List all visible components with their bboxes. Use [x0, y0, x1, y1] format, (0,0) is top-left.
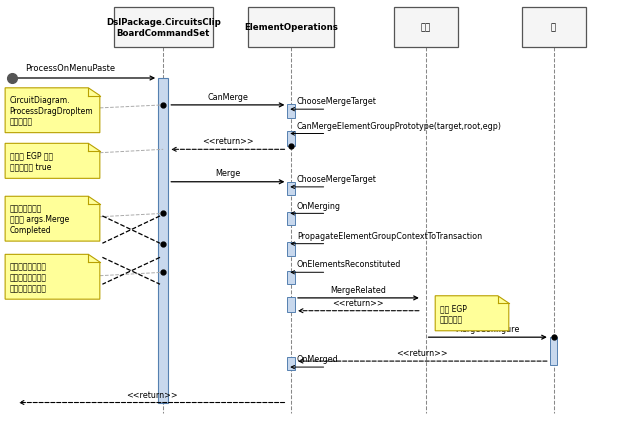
- FancyBboxPatch shape: [287, 212, 295, 226]
- Text: <<return>>: <<return>>: [202, 137, 253, 146]
- FancyBboxPatch shape: [287, 272, 295, 285]
- Polygon shape: [435, 296, 509, 331]
- Text: CanMerge: CanMerge: [207, 92, 248, 101]
- Text: 目标: 目标: [420, 23, 431, 32]
- Text: MergeRelated: MergeRelated: [330, 285, 387, 294]
- Text: <<return>>: <<return>>: [126, 390, 177, 399]
- Text: ChooseMergeTarget: ChooseMergeTarget: [297, 175, 377, 184]
- FancyBboxPatch shape: [287, 297, 295, 312]
- Text: DslPackage.CircuitsClip
BoardCommandSet: DslPackage.CircuitsClip BoardCommandSet: [106, 18, 221, 37]
- Text: CircuitDiagram.
ProcessDragDropItem
的功能相同: CircuitDiagram. ProcessDragDropItem 的功能相…: [10, 95, 93, 127]
- Text: ProcessOnMenuPaste: ProcessOnMenuPaste: [26, 64, 116, 73]
- FancyBboxPatch shape: [158, 79, 168, 403]
- FancyBboxPatch shape: [287, 104, 295, 118]
- FancyBboxPatch shape: [287, 243, 295, 256]
- Text: <<return>>: <<return>>: [333, 298, 384, 307]
- Text: 必须为 EGP 中的
每个根返回 true: 必须为 EGP 中的 每个根返回 true: [10, 151, 52, 172]
- FancyBboxPatch shape: [287, 131, 295, 147]
- Text: <<return>>: <<return>>: [397, 348, 448, 357]
- Text: ChooseMergeTarget: ChooseMergeTarget: [297, 97, 377, 106]
- Polygon shape: [5, 197, 100, 242]
- Text: PropagateElementGroupContextToTransaction: PropagateElementGroupContextToTransactio…: [297, 231, 482, 240]
- FancyBboxPatch shape: [248, 8, 334, 48]
- Polygon shape: [5, 255, 100, 299]
- Text: ElementOperations: ElementOperations: [244, 23, 338, 32]
- Polygon shape: [5, 144, 100, 179]
- Text: OnMerged: OnMerged: [297, 354, 339, 363]
- FancyBboxPatch shape: [550, 337, 557, 366]
- Polygon shape: [5, 89, 100, 133]
- Text: CanMergeElementGroupPrototype(target,root,egp): CanMergeElementGroupPrototype(target,roo…: [297, 121, 502, 130]
- FancyBboxPatch shape: [287, 182, 295, 195]
- FancyBboxPatch shape: [114, 8, 212, 48]
- Text: 若要停止处理，
请设置 args.Merge
Completed: 若要停止处理， 请设置 args.Merge Completed: [10, 204, 69, 235]
- FancyBboxPatch shape: [522, 8, 586, 48]
- Text: Merge: Merge: [215, 169, 241, 178]
- Text: MergeConfigure: MergeConfigure: [456, 324, 520, 333]
- Text: 对于 EGP
中的每个根: 对于 EGP 中的每个根: [440, 303, 467, 324]
- Text: OnMerging: OnMerging: [297, 201, 341, 210]
- Text: 保存元素组，以便
在设置形状时，修
正规则可以使用它: 保存元素组，以便 在设置形状时，修 正规则可以使用它: [10, 262, 47, 293]
- FancyBboxPatch shape: [287, 357, 295, 371]
- Text: 源: 源: [551, 23, 556, 32]
- FancyBboxPatch shape: [394, 8, 458, 48]
- Text: OnElementsReconstituted: OnElementsReconstituted: [297, 260, 401, 269]
